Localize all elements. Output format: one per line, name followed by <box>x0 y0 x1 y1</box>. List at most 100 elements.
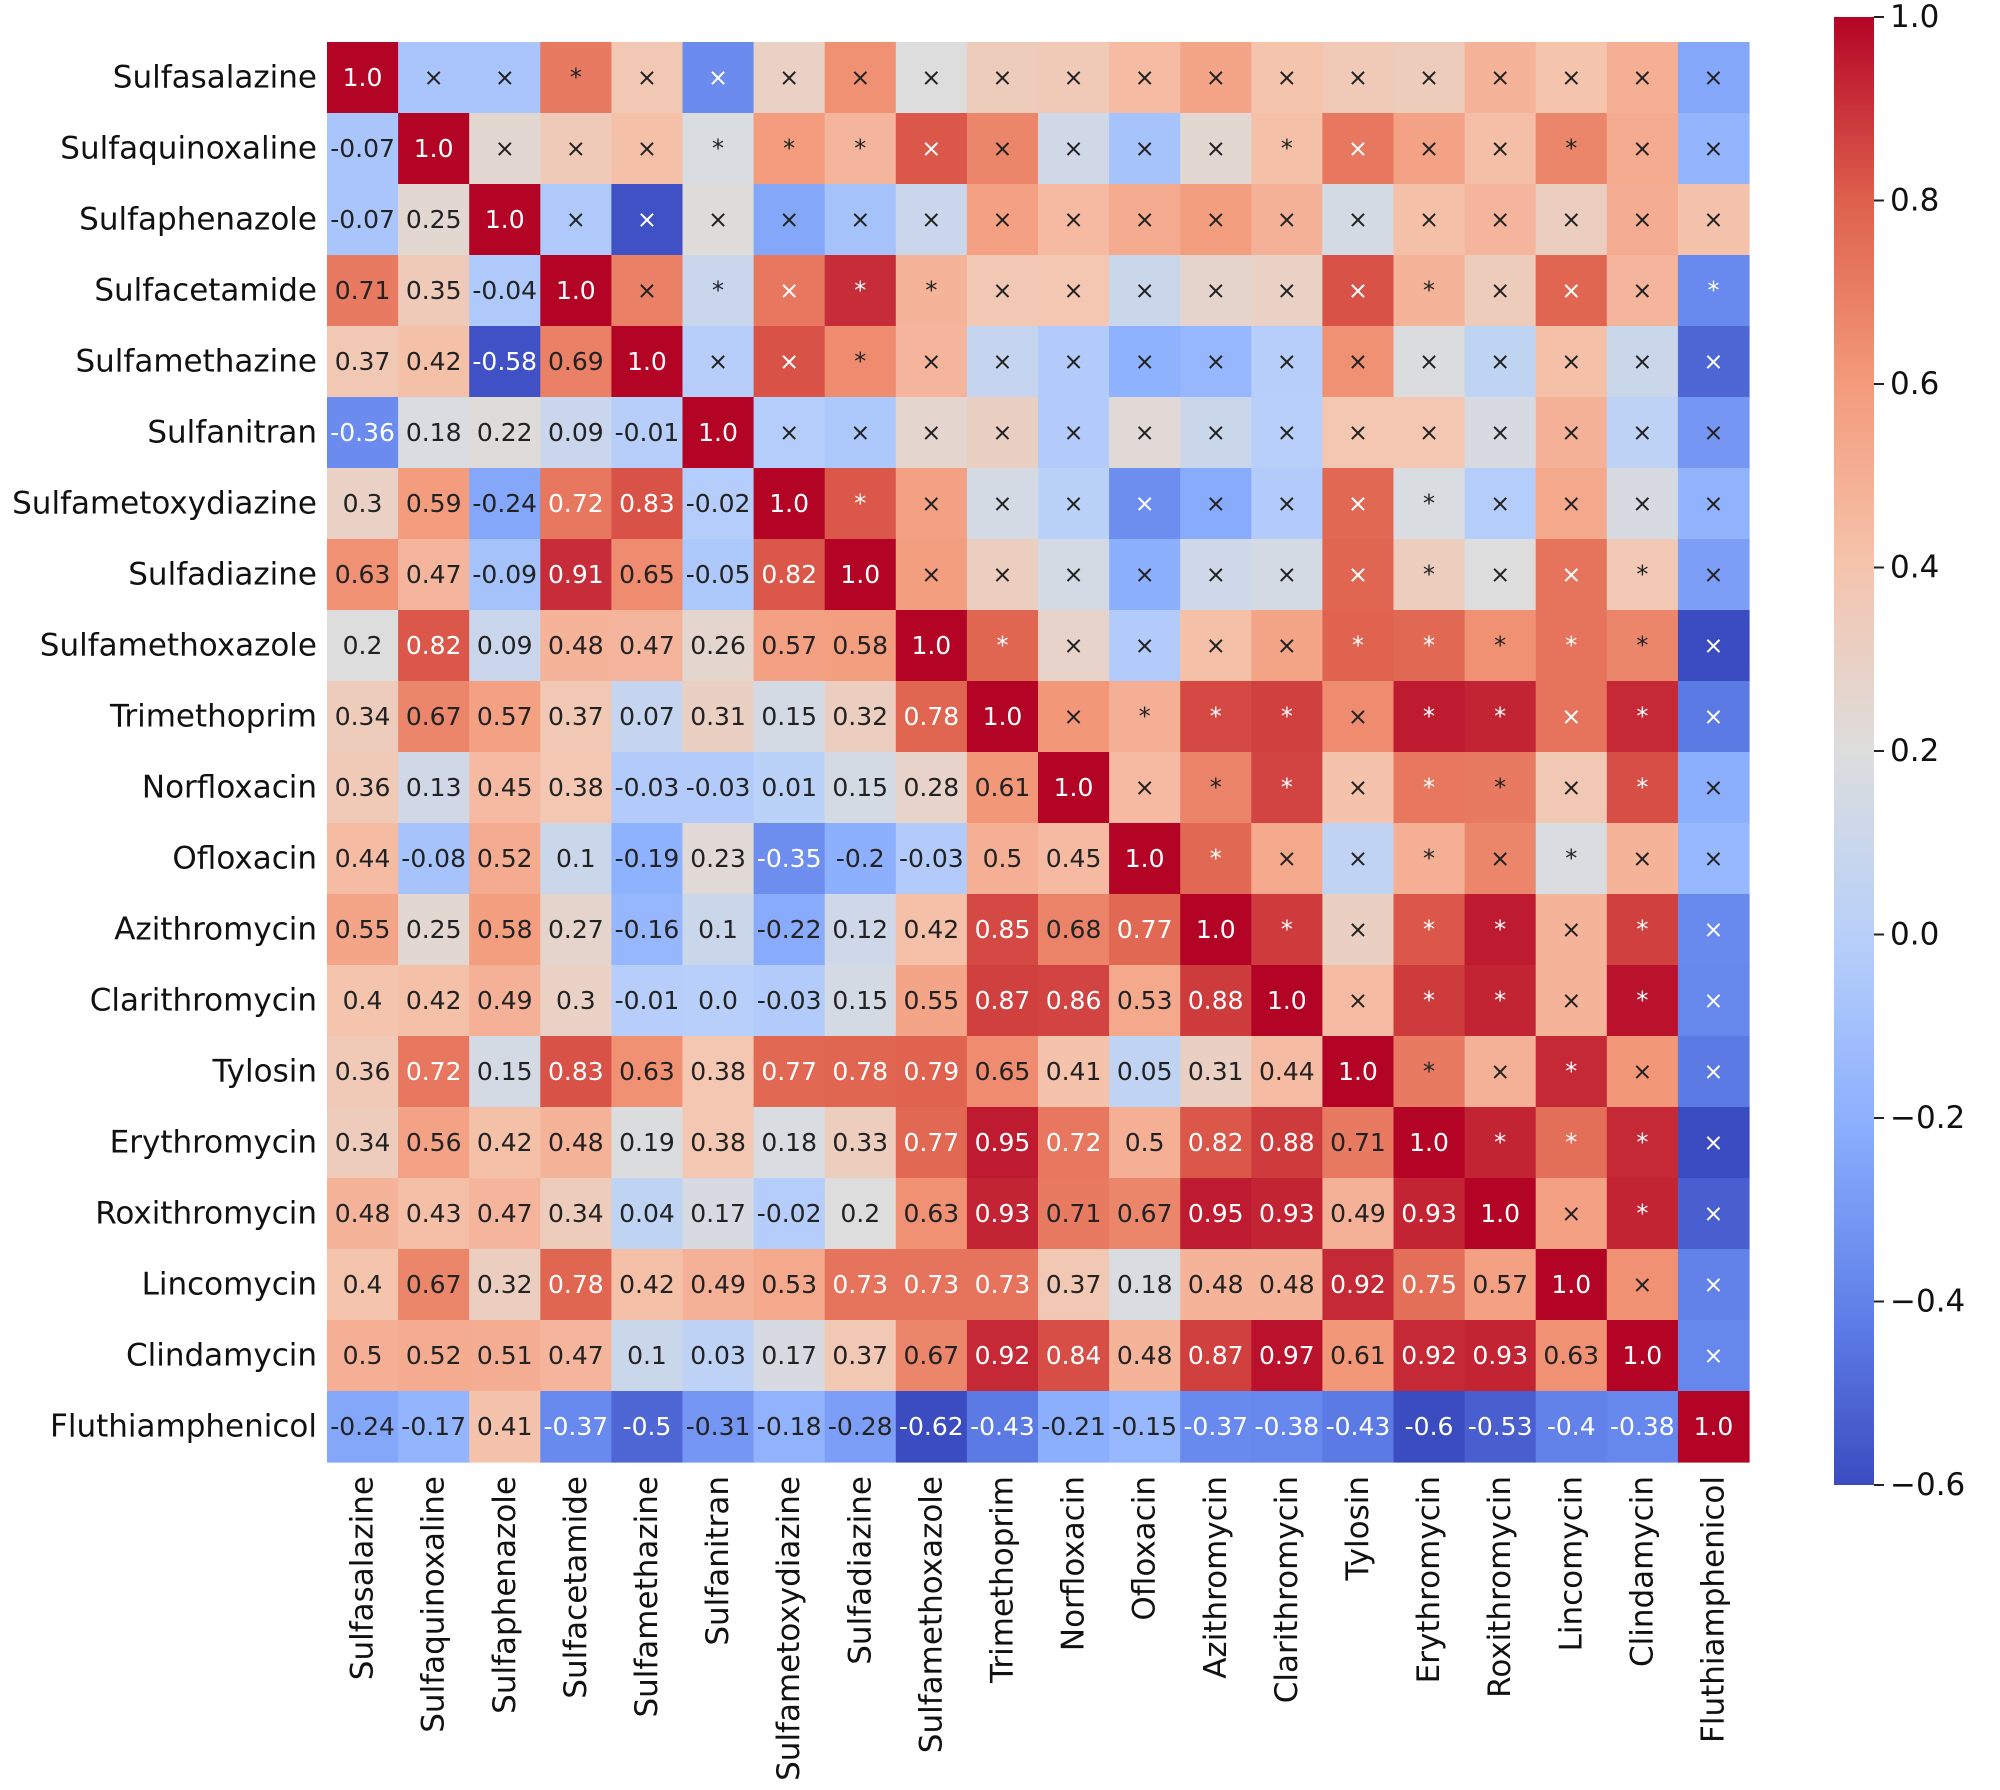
cell-value-7-0: 0.63 <box>335 560 391 589</box>
heatmap-cell-sulfaphenazole-lincomycin <box>1535 184 1608 256</box>
cell-significance-mark-4-14: × <box>1348 348 1368 376</box>
heatmap-cell-sulfaphenazole-sulfametoxydiazine <box>753 184 826 256</box>
cell-value-18-14: 0.61 <box>1330 1341 1386 1370</box>
heatmap-cell-clindamycin-sulfacetamide <box>540 1320 612 1392</box>
heatmap-cell-sulfaquinoxaline-sulfanitran <box>682 113 755 185</box>
heatmap-cell-clindamycin-roxithromycin <box>1464 1320 1537 1392</box>
cell-significance-mark-8-13: × <box>1277 632 1297 660</box>
heatmap-cell-sulfamethazine-sulfacetamide <box>540 326 612 398</box>
column-label-trimethoprim: Trimethoprim <box>984 1476 1020 1684</box>
heatmap-cell-clindamycin-clarithromycin <box>1251 1320 1323 1392</box>
cell-significance-mark-13-14: × <box>1348 987 1368 1015</box>
column-label-fluthiamphenicol: Fluthiamphenicol <box>1695 1476 1731 1743</box>
heatmap-cell-sulfadiazine-sulfamethazine <box>611 539 684 611</box>
cell-value-7-4: 0.65 <box>619 560 675 589</box>
cell-significance-mark-4-7: * <box>854 348 866 376</box>
cell-significance-mark-9-17: × <box>1561 703 1581 731</box>
heatmap-cell-sulfamethazine-ofloxacin <box>1109 326 1181 398</box>
heatmap-cell-sulfametoxydiazine-clarithromycin <box>1251 468 1323 540</box>
cell-significance-mark-5-19: × <box>1703 419 1723 447</box>
heatmap-cell-sulfamethazine-azithromycin <box>1180 326 1252 398</box>
cell-value-10-1: 0.13 <box>406 773 462 802</box>
heatmap-cell-azithromycin-azithromycin <box>1180 894 1252 966</box>
cell-value-7-1: 0.47 <box>406 560 462 589</box>
cell-significance-mark-5-6: × <box>779 419 799 447</box>
heatmap-cell-ofloxacin-sulfacetamide <box>540 823 612 895</box>
heatmap-cell-sulfadiazine-sulfasalazine <box>327 539 399 611</box>
heatmap-cell-trimethoprim-ofloxacin <box>1109 681 1181 753</box>
cell-value-19-18: -0.38 <box>1610 1412 1675 1441</box>
cell-significance-mark-3-12: × <box>1206 277 1226 305</box>
heatmap-cell-fluthiamphenicol-lincomycin <box>1535 1391 1608 1463</box>
heatmap-cell-sulfaquinoxaline-clarithromycin <box>1251 113 1323 185</box>
cell-value-13-9: 0.87 <box>975 986 1031 1015</box>
cell-significance-mark-1-19: × <box>1703 135 1723 163</box>
cell-significance-mark-6-19: × <box>1703 490 1723 518</box>
row-label-sulfaquinoxaline: Sulfaquinoxaline <box>60 131 317 167</box>
heatmap-cell-sulfaphenazole-sulfaphenazole <box>469 184 541 256</box>
heatmap-cell-sulfasalazine-roxithromycin <box>1464 42 1537 114</box>
row-label-sulfamethoxazole: Sulfamethoxazole <box>40 628 317 664</box>
heatmap-cell-sulfamethazine-clindamycin <box>1606 326 1679 398</box>
cell-significance-mark-6-8: × <box>921 490 941 518</box>
cell-value-6-4: 0.83 <box>619 489 675 518</box>
cell-significance-mark-2-14: × <box>1348 206 1368 234</box>
heatmap-cell-tylosin-sulfanitran <box>682 1036 755 1108</box>
cell-value-17-15: 0.75 <box>1401 1270 1457 1299</box>
heatmap-cell-erythromycin-sulfamethoxazole <box>895 1107 968 1179</box>
cell-value-10-2: 0.45 <box>477 773 533 802</box>
heatmap-cell-ofloxacin-sulfaquinoxaline <box>398 823 470 895</box>
cell-value-17-8: 0.73 <box>904 1270 960 1299</box>
heatmap-cell-sulfaphenazole-sulfamethoxazole <box>895 184 968 256</box>
heatmap-cell-ofloxacin-sulfadiazine <box>824 823 897 895</box>
colorbar-gradient <box>1834 17 1874 1485</box>
cell-value-14-12: 0.31 <box>1188 1057 1244 1086</box>
heatmap-cell-trimethoprim-sulfacetamide <box>540 681 612 753</box>
cell-significance-mark-10-13: * <box>1281 774 1293 802</box>
cell-value-15-5: 0.38 <box>690 1128 746 1157</box>
cell-value-19-2: 0.41 <box>477 1412 533 1441</box>
column-label-sulfaquinoxaline: Sulfaquinoxaline <box>416 1476 452 1733</box>
cell-significance-mark-4-10: × <box>1063 348 1083 376</box>
cell-value-11-8: -0.03 <box>899 844 964 873</box>
heatmap-cell-sulfaphenazole-clindamycin <box>1606 184 1679 256</box>
heatmap-cell-azithromycin-fluthiamphenicol <box>1677 894 1750 966</box>
heatmap-cell-norfloxacin-lincomycin <box>1535 752 1608 824</box>
cell-value-19-15: -0.6 <box>1405 1412 1454 1441</box>
cell-value-2-1: 0.25 <box>406 205 462 234</box>
heatmap-cell-sulfaphenazole-sulfaquinoxaline <box>398 184 470 256</box>
cell-significance-mark-8-9: * <box>996 632 1008 660</box>
heatmap-cell-sulfaphenazole-sulfadiazine <box>824 184 897 256</box>
cell-significance-mark-1-15: × <box>1419 135 1439 163</box>
cell-value-11-2: 0.52 <box>477 844 533 873</box>
cell-significance-mark-4-6: × <box>779 348 799 376</box>
cell-value-13-5: 0.0 <box>698 986 738 1015</box>
heatmap-cell-sulfaquinoxaline-sulfamethazine <box>611 113 684 185</box>
column-label-roxithromycin: Roxithromycin <box>1482 1476 1518 1698</box>
cell-significance-mark-4-5: × <box>708 348 728 376</box>
cell-significance-mark-13-15: * <box>1423 987 1435 1015</box>
heatmap-cell-sulfacetamide-clarithromycin <box>1251 255 1323 327</box>
cell-value-15-8: 0.77 <box>904 1128 960 1157</box>
cell-significance-mark-6-18: × <box>1632 490 1652 518</box>
cell-significance-mark-7-11: × <box>1135 561 1155 589</box>
heatmap-cell-clindamycin-sulfaphenazole <box>469 1320 541 1392</box>
heatmap-cell-sulfadiazine-trimethoprim <box>966 539 1039 611</box>
heatmap-cell-erythromycin-sulfaquinoxaline <box>398 1107 470 1179</box>
heatmap-cell-roxithromycin-clindamycin <box>1606 1178 1679 1250</box>
column-label-ofloxacin: Ofloxacin <box>1127 1476 1163 1621</box>
cell-value-18-9: 0.92 <box>975 1341 1031 1370</box>
cell-value-19-19: 1.0 <box>1694 1412 1734 1441</box>
heatmap-cell-sulfamethoxazole-clarithromycin <box>1251 610 1323 682</box>
heatmap-cell-sulfaquinoxaline-fluthiamphenicol <box>1677 113 1750 185</box>
cell-significance-mark-16-17: × <box>1561 1200 1581 1228</box>
heatmap-cell-trimethoprim-sulfamethoxazole <box>895 681 968 753</box>
heatmap-cell-azithromycin-tylosin <box>1322 894 1395 966</box>
heatmap-cell-fluthiamphenicol-norfloxacin <box>1038 1391 1110 1463</box>
heatmap-cell-sulfanitran-sulfacetamide <box>540 397 612 469</box>
cell-value-12-3: 0.27 <box>548 915 604 944</box>
cell-value-19-0: -0.24 <box>330 1412 395 1441</box>
cell-value-0-0: 1.0 <box>343 63 383 92</box>
heatmap-cell-clindamycin-tylosin <box>1322 1320 1395 1392</box>
cell-significance-mark-11-13: × <box>1277 845 1297 873</box>
